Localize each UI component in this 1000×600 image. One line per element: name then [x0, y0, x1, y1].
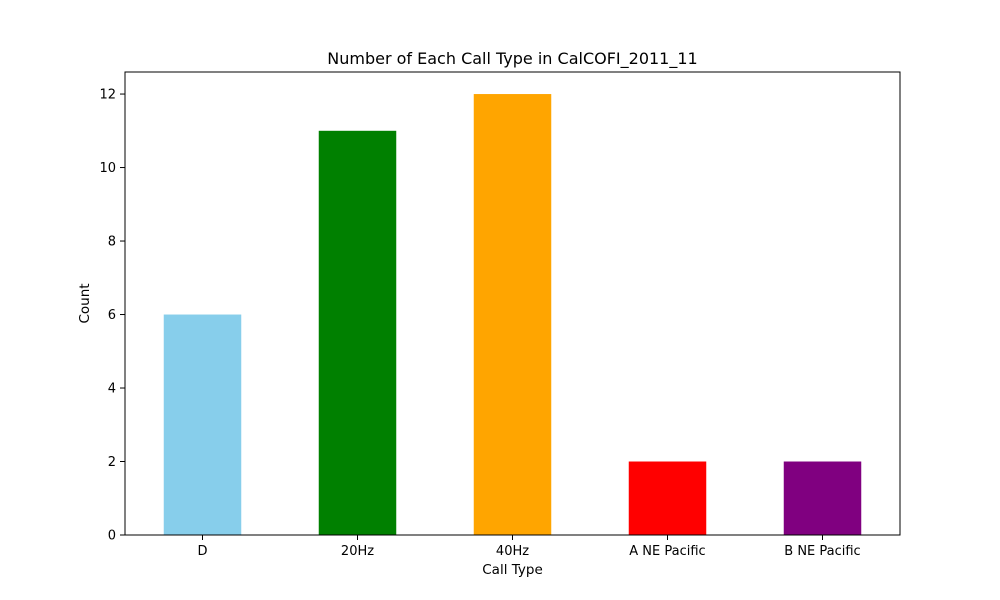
- x-tick-label: 20Hz: [341, 544, 374, 559]
- y-tick-label: 8: [108, 235, 116, 250]
- x-tick-label: 40Hz: [496, 544, 529, 559]
- x-tick-label: D: [197, 544, 207, 559]
- bar-d: [163, 314, 242, 535]
- y-tick-label: 0: [108, 529, 116, 544]
- bar-20hz: [318, 130, 397, 536]
- bar-a-ne-pacific: [628, 461, 707, 535]
- y-axis-ticks: 0 2 4 6 8 10 12: [99, 88, 125, 544]
- x-tick-label: B NE Pacific: [784, 544, 860, 559]
- chart-title: Number of Each Call Type in CalCOFI_2011…: [327, 49, 697, 69]
- bar-b-ne-pacific: [783, 461, 862, 535]
- x-tick-label: A NE Pacific: [629, 544, 705, 559]
- plot-frame: [124, 71, 901, 536]
- x-axis-label: Call Type: [482, 562, 543, 578]
- y-axis-label: Count: [77, 283, 93, 323]
- bar-40hz: [473, 94, 552, 536]
- y-tick-label: 6: [108, 308, 116, 323]
- y-tick-label: 2: [108, 455, 116, 470]
- y-tick-label: 4: [108, 382, 116, 397]
- x-axis-ticks: D 20Hz 40Hz A NE Pacific B NE Pacific: [197, 535, 861, 559]
- bars: [163, 94, 862, 536]
- y-tick-label: 10: [99, 161, 116, 176]
- y-tick-label: 12: [99, 88, 116, 103]
